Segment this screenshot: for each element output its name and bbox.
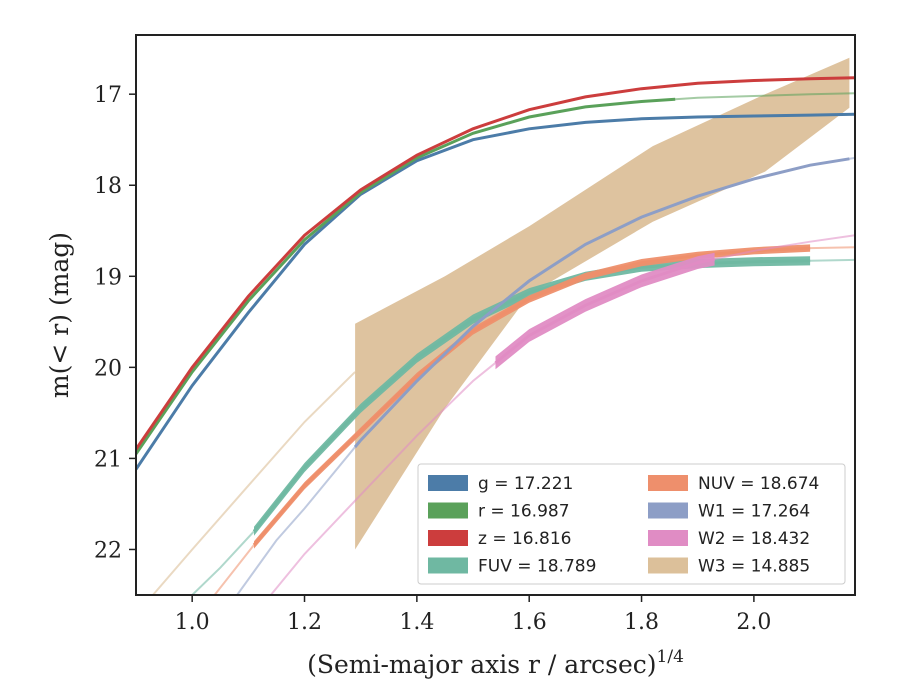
x-tick-label: 1.0 <box>175 610 210 635</box>
x-tick-label: 1.8 <box>624 610 659 635</box>
legend-label-w2: W2 = 18.432 <box>698 529 810 549</box>
legend-label-w1: W1 = 17.264 <box>698 502 810 522</box>
y-tick-label: 20 <box>94 356 122 381</box>
legend-swatch-nuv <box>648 475 688 491</box>
legend: g = 17.221 r = 16.987 z = 16.816 FUV = 18.7… <box>417 463 846 585</box>
series-w1-line <box>353 157 850 448</box>
series-z-line <box>136 76 855 451</box>
legend-swatch-w2 <box>648 530 688 546</box>
legend-label-nuv: NUV = 18.674 <box>698 474 819 494</box>
series-r-line <box>136 97 676 455</box>
x-tick-label: 2.0 <box>736 610 771 635</box>
series-r <box>136 92 855 455</box>
legend-label-w3: W3 = 14.885 <box>698 557 810 577</box>
legend-swatch-z <box>428 530 468 546</box>
legend-frame <box>417 463 846 585</box>
legend-swatch-w1 <box>648 502 688 519</box>
x-tick-label: 1.4 <box>399 610 434 635</box>
legend-swatch-fuv <box>428 557 468 574</box>
legend-label-r: r = 16.987 <box>478 502 570 522</box>
legend-label-g: g = 17.221 <box>478 474 573 494</box>
legend-swatch-w3 <box>648 557 688 574</box>
y-tick-label: 22 <box>94 538 122 563</box>
x-tick-label: 1.2 <box>287 610 322 635</box>
y-tick-label: 19 <box>94 265 122 290</box>
legend-swatch-g <box>428 475 468 491</box>
legend-label-fuv: FUV = 18.789 <box>478 557 596 577</box>
legend-swatch-r <box>428 502 468 519</box>
x-axis-label: (Semi-major axis r / arcsec)1/4 <box>307 647 684 679</box>
series-g-line <box>136 112 855 471</box>
series-g <box>136 112 855 471</box>
y-axis-label: m(< r) (mag) <box>45 232 74 398</box>
plot-area <box>136 57 855 595</box>
y-tick-label: 21 <box>94 447 122 472</box>
series-w1 <box>236 156 855 595</box>
plot-frame <box>135 34 856 596</box>
series-w3-band <box>355 57 850 550</box>
y-tick-label: 17 <box>94 83 122 108</box>
x-tick-label: 1.6 <box>512 610 547 635</box>
legend-label-z: z = 16.816 <box>478 529 571 549</box>
series-z <box>136 76 855 451</box>
series-fuv <box>191 256 855 595</box>
y-tick-label: 18 <box>94 174 122 199</box>
series-w2 <box>270 234 855 595</box>
series-w3-faint-line <box>152 371 356 595</box>
series-w2-band <box>495 252 715 370</box>
